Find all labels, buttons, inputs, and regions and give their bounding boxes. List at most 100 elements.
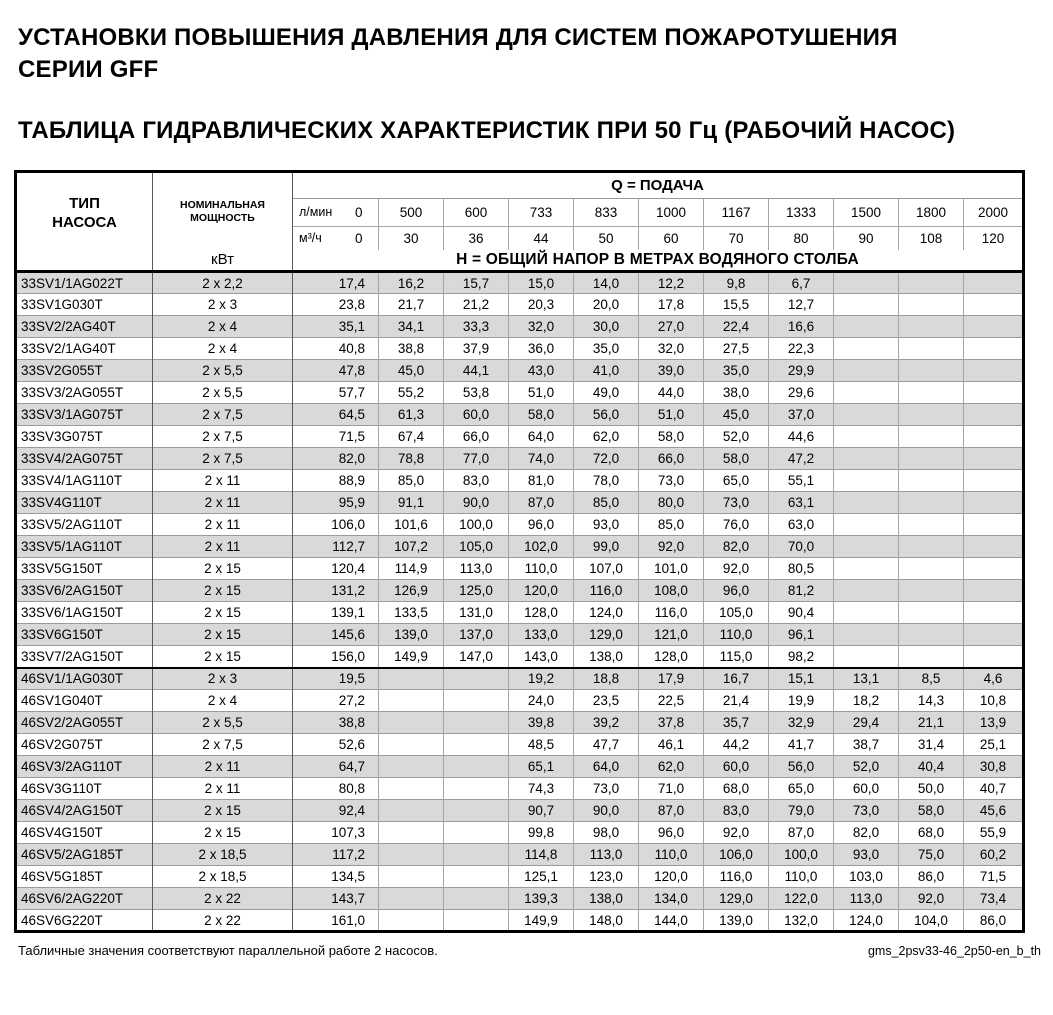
head-value-cell: 71,5 xyxy=(292,425,379,448)
table-row: 33SV4/1AG110T 2 x 11 88,9 85,0 83,0 81,0 78,0 7… xyxy=(15,469,1024,492)
power-cell: 2 x 2,2 xyxy=(152,270,293,294)
head-value-cell: 32,0 xyxy=(508,315,574,338)
head-value-cell xyxy=(378,777,444,800)
table-row: 33SV2G055T 2 x 5,5 47,8 45,0 44,1 43,0 41,0 39,… xyxy=(15,359,1024,382)
head-value-cell: 131,0 xyxy=(443,601,509,624)
head-value-cell: 63,1 xyxy=(768,491,834,514)
flow-m3h-value: 120 xyxy=(963,226,1024,251)
head-value-cell: 156,0 xyxy=(292,645,379,668)
head-value-cell xyxy=(898,270,964,294)
page-title-line1: УСТАНОВКИ ПОВЫШЕНИЯ ДАВЛЕНИЯ ДЛЯ СИСТЕМ … xyxy=(18,24,898,51)
head-value-cell xyxy=(833,359,899,382)
head-value-cell: 132,0 xyxy=(768,909,834,932)
head-value-cell xyxy=(378,909,444,932)
pump-type-cell: 33SV2/2AG40T xyxy=(15,315,153,338)
pump-type-cell: 33SV1/1AG022T xyxy=(15,270,153,294)
head-value-cell: 125,1 xyxy=(508,865,574,888)
head-value-cell: 12,7 xyxy=(768,293,834,316)
head-value-cell xyxy=(833,425,899,448)
head-value-cell: 129,0 xyxy=(573,623,639,646)
head-value-cell: 58,0 xyxy=(638,425,704,448)
head-value-cell: 61,3 xyxy=(378,403,444,426)
head-value-cell: 18,2 xyxy=(833,689,899,712)
page-footer: Табличные значения соответствуют паралле… xyxy=(14,943,1041,958)
head-value-cell: 107,0 xyxy=(573,557,639,580)
head-value-cell: 51,0 xyxy=(638,403,704,426)
head-value-cell: 32,9 xyxy=(768,711,834,734)
head-value-cell: 72,0 xyxy=(573,447,639,470)
power-cell: 2 x 4 xyxy=(152,315,293,338)
document-page: УСТАНОВКИ ПОВЫШЕНИЯ ДАВЛЕНИЯ ДЛЯ СИСТЕМ … xyxy=(0,22,1053,1015)
head-value-cell: 99,0 xyxy=(573,535,639,558)
head-value-cell: 15,7 xyxy=(443,270,509,294)
head-value-cell: 52,0 xyxy=(703,425,769,448)
footnote: Табличные значения соответствуют паралле… xyxy=(18,943,438,958)
head-value-cell: 27,5 xyxy=(703,337,769,360)
table-row: 46SV3G110T 2 x 11 80,8 74,3 73,0 71,0 68,0 65,0… xyxy=(15,777,1024,800)
head-value-cell: 67,4 xyxy=(378,425,444,448)
head-value-cell: 22,4 xyxy=(703,315,769,338)
head-value-cell: 124,0 xyxy=(833,909,899,932)
head-value-cell: 37,9 xyxy=(443,337,509,360)
head-value-cell: 103,0 xyxy=(833,865,899,888)
head-value-cell xyxy=(898,469,964,492)
pump-type-cell: 46SV2G075T xyxy=(15,733,153,756)
head-value-cell: 148,0 xyxy=(573,909,639,932)
head-value-cell: 35,1 xyxy=(292,315,379,338)
power-cell: 2 x 15 xyxy=(152,579,293,602)
hydraulic-characteristics-table: ТИП НАСОСА НОМИНАЛЬНАЯ МОЩНОСТЬ кВт Q = П… xyxy=(14,170,1025,933)
head-value-cell: 128,0 xyxy=(638,645,704,668)
head-value-cell: 38,8 xyxy=(292,711,379,734)
head-value-cell: 107,2 xyxy=(378,535,444,558)
head-value-cell xyxy=(963,601,1024,624)
head-value-cell: 87,0 xyxy=(768,821,834,844)
head-value-cell: 16,2 xyxy=(378,270,444,294)
head-value-cell xyxy=(378,666,444,690)
head-value-cell: 131,2 xyxy=(292,579,379,602)
head-value-cell: 110,0 xyxy=(768,865,834,888)
head-value-cell: 22,5 xyxy=(638,689,704,712)
head-value-cell: 38,8 xyxy=(378,337,444,360)
head-value-cell: 16,7 xyxy=(703,666,769,690)
head-value-cell: 40,8 xyxy=(292,337,379,360)
head-value-cell: 21,4 xyxy=(703,689,769,712)
pump-type-cell: 46SV2/2AG055T xyxy=(15,711,153,734)
head-value-cell xyxy=(963,557,1024,580)
head-value-cell: 21,2 xyxy=(443,293,509,316)
power-cell: 2 x 11 xyxy=(152,535,293,558)
head-value-cell: 74,3 xyxy=(508,777,574,800)
table-row: 46SV2G075T 2 x 7,5 52,6 48,5 47,7 46,1 44,2 41,… xyxy=(15,733,1024,756)
head-value-cell: 52,6 xyxy=(292,733,379,756)
head-value-cell: 137,0 xyxy=(443,623,509,646)
pump-type-cell: 46SV4G150T xyxy=(15,821,153,844)
head-value-cell: 27,0 xyxy=(638,315,704,338)
power-cell: 2 x 11 xyxy=(152,777,293,800)
head-value-cell xyxy=(443,666,509,690)
head-value-cell: 48,5 xyxy=(508,733,574,756)
head-value-cell xyxy=(378,689,444,712)
head-value-cell: 17,8 xyxy=(638,293,704,316)
head-value-cell: 44,0 xyxy=(638,381,704,404)
head-value-cell: 80,0 xyxy=(638,491,704,514)
head-value-cell xyxy=(898,601,964,624)
pump-type-cell: 33SV6/1AG150T xyxy=(15,601,153,624)
head-value-cell xyxy=(833,447,899,470)
power-cell: 2 x 22 xyxy=(152,909,293,932)
head-value-cell: 108,0 xyxy=(638,579,704,602)
power-cell: 2 x 15 xyxy=(152,623,293,646)
head-value-cell: 58,0 xyxy=(703,447,769,470)
flow-m3h-value: 90 xyxy=(833,226,899,251)
head-value-cell: 124,0 xyxy=(573,601,639,624)
table-row: 46SV5/2AG185T 2 x 18,5 117,2 114,8 113,0 110,… xyxy=(15,843,1024,866)
head-value-cell: 44,1 xyxy=(443,359,509,382)
head-value-cell xyxy=(443,733,509,756)
power-cell: 2 x 7,5 xyxy=(152,447,293,470)
head-value-cell: 20,3 xyxy=(508,293,574,316)
head-value-cell xyxy=(833,403,899,426)
table-row: 33SV1/1AG022T 2 x 2,2 17,4 16,2 15,7 15,0 14,0… xyxy=(15,270,1024,294)
head-value-cell: 75,0 xyxy=(898,843,964,866)
pump-type-cell: 46SV4/2AG150T xyxy=(15,799,153,822)
head-value-cell: 85,0 xyxy=(638,513,704,536)
head-value-cell: 29,4 xyxy=(833,711,899,734)
m3h-unit-label: м³/ч xyxy=(299,231,322,246)
